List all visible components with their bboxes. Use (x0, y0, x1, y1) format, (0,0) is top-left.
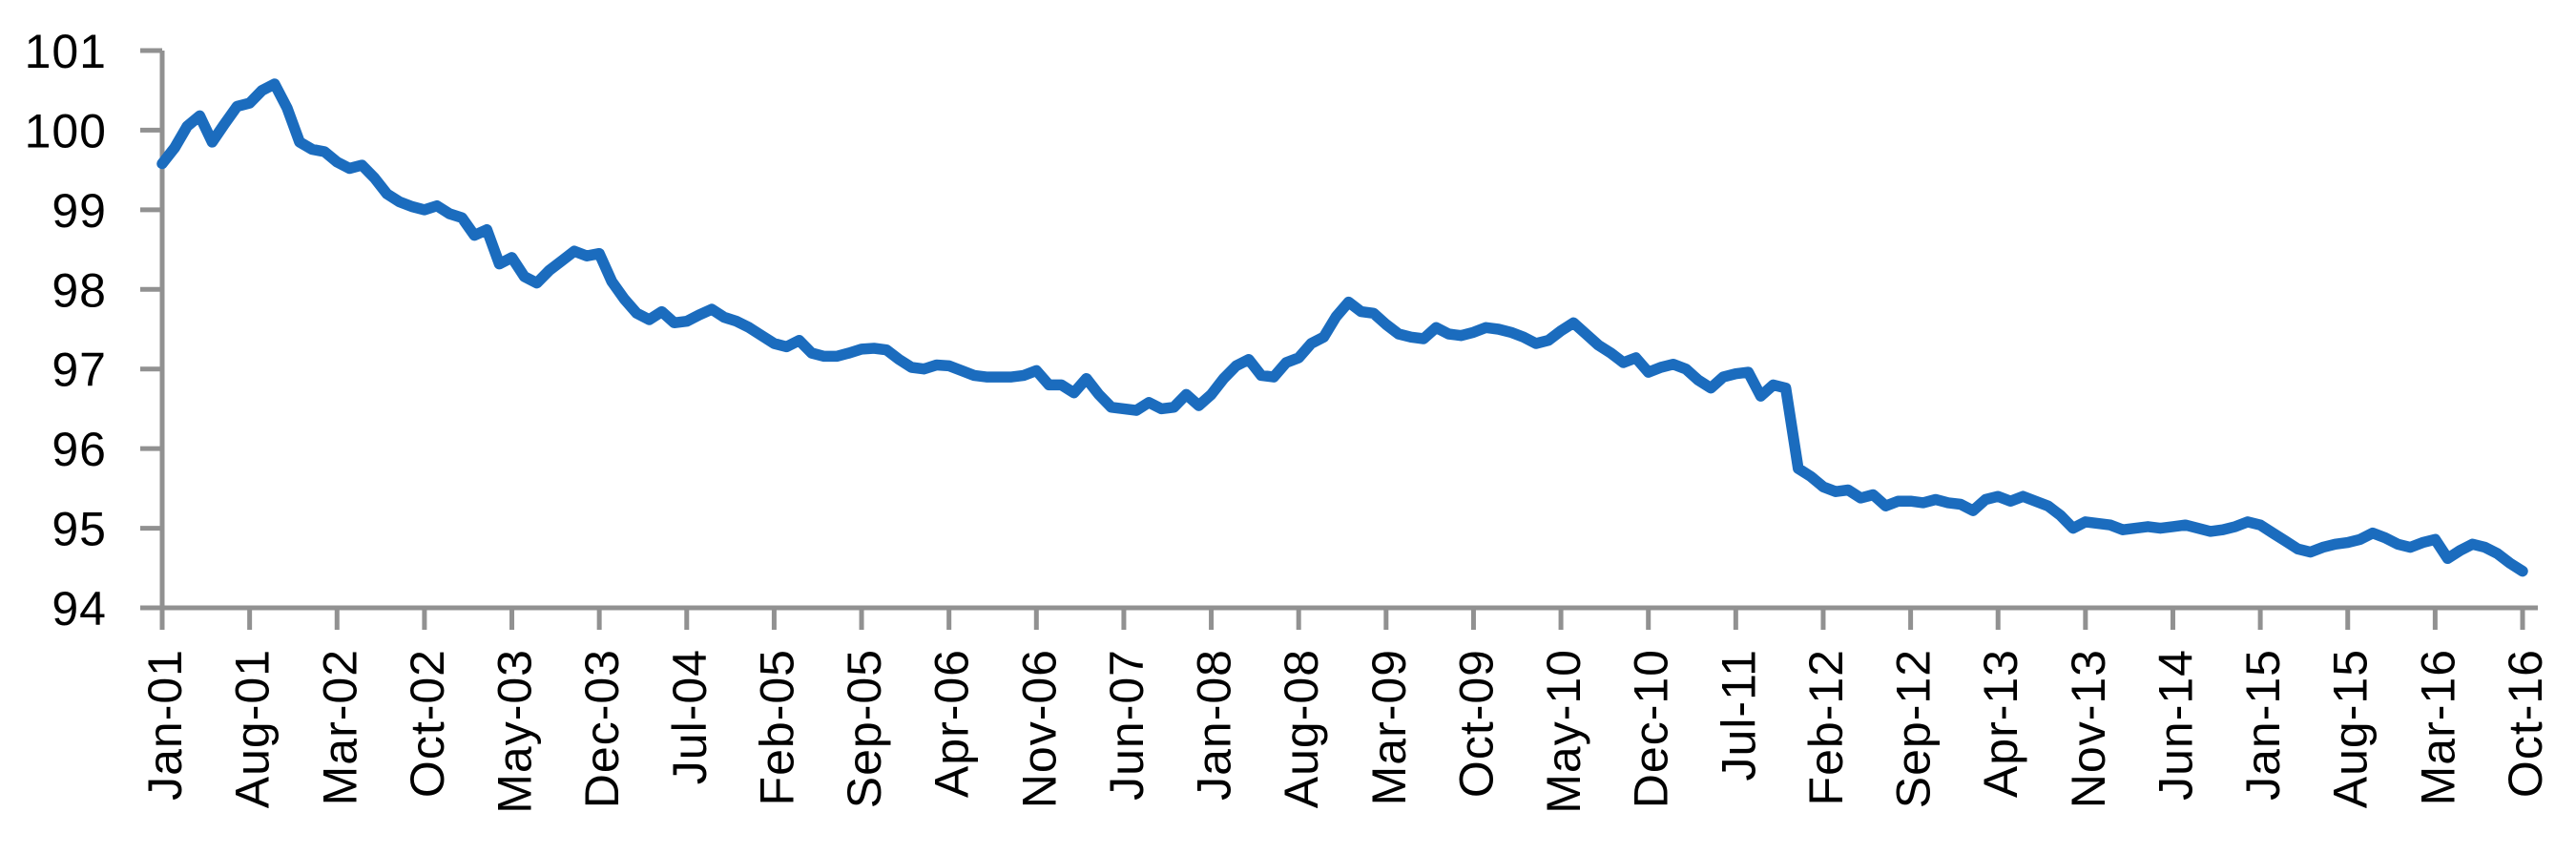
x-tick-label: May-03 (488, 649, 542, 814)
y-tick-label: 100 (25, 104, 107, 157)
x-tick-label: Aug-01 (226, 649, 280, 808)
y-tick-label: 99 (52, 184, 107, 238)
x-tick-label: Feb-05 (750, 649, 803, 805)
x-tick-label: Oct-02 (401, 649, 454, 798)
y-tick-label: 96 (52, 423, 107, 476)
x-tick-label: Jan-08 (1188, 649, 1241, 801)
x-tick-label: Sep-05 (838, 649, 891, 808)
data-series-line (156, 78, 2528, 577)
x-tick-label: Aug-15 (2324, 649, 2378, 808)
x-tick-label: Mar-16 (2411, 649, 2464, 805)
x-tick-label: Jun-07 (1100, 649, 1153, 801)
x-tick-label: Apr-13 (1974, 649, 2027, 798)
y-tick-label: 95 (52, 503, 107, 556)
y-tick-label: 94 (52, 582, 107, 635)
x-tick-label: Mar-09 (1362, 649, 1416, 805)
x-tick-label: Mar-02 (313, 649, 366, 805)
x-tick-label: Jan-15 (2236, 649, 2290, 801)
x-tick-label: Nov-13 (2062, 649, 2115, 808)
x-tick-label: Jul-04 (663, 649, 717, 784)
x-tick-label: Apr-06 (925, 649, 979, 798)
x-tick-label: Oct-16 (2499, 649, 2552, 798)
x-tick-label: Jun-14 (2149, 649, 2202, 801)
y-tick-label: 97 (52, 344, 107, 397)
x-tick-label: Sep-12 (1887, 649, 1941, 808)
x-tick-label: Dec-03 (575, 649, 629, 808)
y-tick-label: 101 (25, 25, 107, 78)
x-tick-label: Dec-10 (1625, 649, 1678, 808)
x-tick-label: Nov-06 (1012, 649, 1066, 808)
y-tick-label: 98 (52, 263, 107, 317)
x-tick-label: May-10 (1537, 649, 1590, 814)
x-tick-label: Jul-11 (1712, 649, 1765, 781)
x-tick-label: Oct-09 (1449, 649, 1503, 798)
x-tick-label: Aug-08 (1275, 649, 1328, 808)
x-tick-label: Feb-12 (1799, 649, 1853, 805)
x-tick-label: Jan-01 (138, 649, 192, 801)
